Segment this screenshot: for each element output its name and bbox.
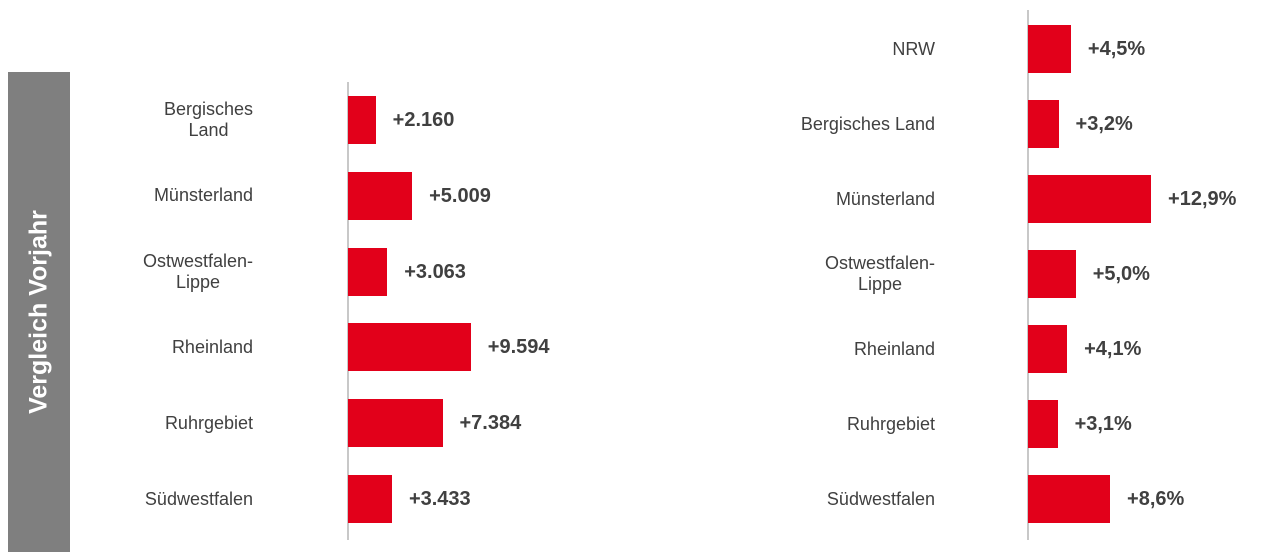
axis-line bbox=[347, 82, 349, 540]
bar bbox=[348, 475, 392, 523]
value-label: +3.063 bbox=[404, 260, 466, 283]
category-label: Rheinland bbox=[853, 338, 935, 359]
bar bbox=[1028, 250, 1076, 298]
bar bbox=[348, 247, 388, 296]
category-label-box: Südwestfalen bbox=[700, 469, 935, 529]
category-label: Ruhrgebiet bbox=[164, 412, 253, 433]
category-label: Rheinland bbox=[171, 336, 253, 357]
bar bbox=[348, 96, 376, 144]
bar bbox=[348, 323, 471, 372]
bar bbox=[1028, 325, 1068, 373]
value-label: +8,6% bbox=[1127, 488, 1185, 510]
category-label: Ruhrgebiet bbox=[846, 413, 935, 434]
category-label-box: Münsterland bbox=[700, 169, 935, 229]
category-label: Südwestfalen bbox=[144, 488, 253, 509]
category-label-box: Bergisches Land bbox=[90, 90, 253, 150]
category-label: Bergisches Land bbox=[163, 99, 253, 140]
category-label-box: Ostwestfalen- Lippe bbox=[700, 244, 935, 304]
value-label: +3.433 bbox=[408, 488, 471, 510]
bar bbox=[1028, 100, 1059, 148]
bar bbox=[1028, 25, 1071, 73]
category-label-box: Rheinland bbox=[90, 317, 253, 377]
category-label-box: Südwestfalen bbox=[90, 469, 253, 529]
value-label: +9.594 bbox=[487, 336, 550, 359]
category-label-box: Münsterland bbox=[90, 166, 253, 226]
value-label: +4,1% bbox=[1084, 338, 1142, 360]
category-label-box: NRW bbox=[700, 19, 935, 79]
category-label: Münsterland bbox=[835, 188, 935, 209]
bar bbox=[1028, 475, 1111, 523]
category-label-box: Bergisches Land bbox=[700, 94, 935, 154]
bar bbox=[348, 399, 443, 448]
bar bbox=[1028, 175, 1152, 223]
bar bbox=[1028, 400, 1058, 448]
value-label: +12,9% bbox=[1168, 188, 1237, 210]
category-label: Ostwestfalen- Lippe bbox=[824, 253, 935, 294]
side-label-box: Vergleich Vorjahr bbox=[8, 72, 70, 552]
category-label: Bergisches Land bbox=[800, 113, 935, 134]
category-label-box: Rheinland bbox=[700, 319, 935, 379]
category-label-box: Ostwestfalen- Lippe bbox=[90, 242, 253, 302]
value-label: +5.009 bbox=[429, 184, 491, 207]
value-label: +5,0% bbox=[1092, 263, 1150, 285]
category-label: NRW bbox=[892, 38, 935, 59]
value-label: +4,5% bbox=[1087, 38, 1146, 60]
side-label: Vergleich Vorjahr bbox=[24, 210, 53, 414]
category-label: Münsterland bbox=[153, 185, 253, 206]
category-label-box: Ruhrgebiet bbox=[90, 393, 253, 453]
category-label: Ostwestfalen- Lippe bbox=[142, 250, 253, 292]
value-label: +3,1% bbox=[1074, 413, 1132, 435]
value-label: +2.160 bbox=[392, 109, 455, 131]
value-label: +7.384 bbox=[459, 412, 522, 435]
category-label: Südwestfalen bbox=[826, 488, 935, 509]
category-label-box: Ruhrgebiet bbox=[700, 394, 935, 454]
bar bbox=[348, 171, 413, 220]
value-label: +3,2% bbox=[1075, 113, 1133, 135]
